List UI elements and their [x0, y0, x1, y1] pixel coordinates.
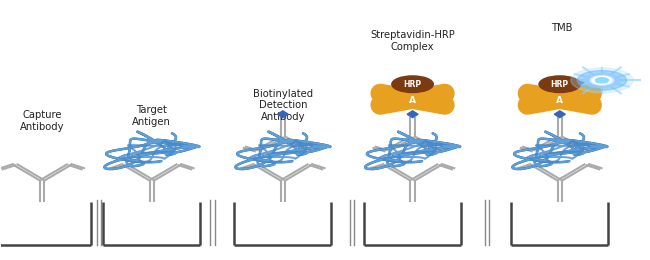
- Text: TMB: TMB: [551, 23, 573, 33]
- Text: Streptavidin-HRP
Complex: Streptavidin-HRP Complex: [370, 30, 455, 51]
- Text: HRP: HRP: [551, 80, 569, 89]
- Text: A: A: [556, 96, 564, 105]
- Polygon shape: [278, 111, 289, 118]
- Text: Biotinylated
Detection
Antibody: Biotinylated Detection Antibody: [253, 89, 313, 122]
- Circle shape: [590, 76, 614, 85]
- Text: HRP: HRP: [404, 80, 422, 89]
- Circle shape: [595, 78, 608, 83]
- Text: Target
Antigen: Target Antigen: [133, 105, 171, 127]
- Circle shape: [392, 76, 434, 93]
- Polygon shape: [407, 111, 418, 118]
- Text: Capture
Antibody: Capture Antibody: [20, 110, 64, 132]
- Circle shape: [571, 68, 633, 93]
- Circle shape: [577, 70, 627, 90]
- Circle shape: [592, 76, 612, 84]
- Circle shape: [539, 76, 580, 93]
- Polygon shape: [554, 111, 565, 118]
- Text: A: A: [409, 96, 416, 105]
- Circle shape: [584, 73, 620, 88]
